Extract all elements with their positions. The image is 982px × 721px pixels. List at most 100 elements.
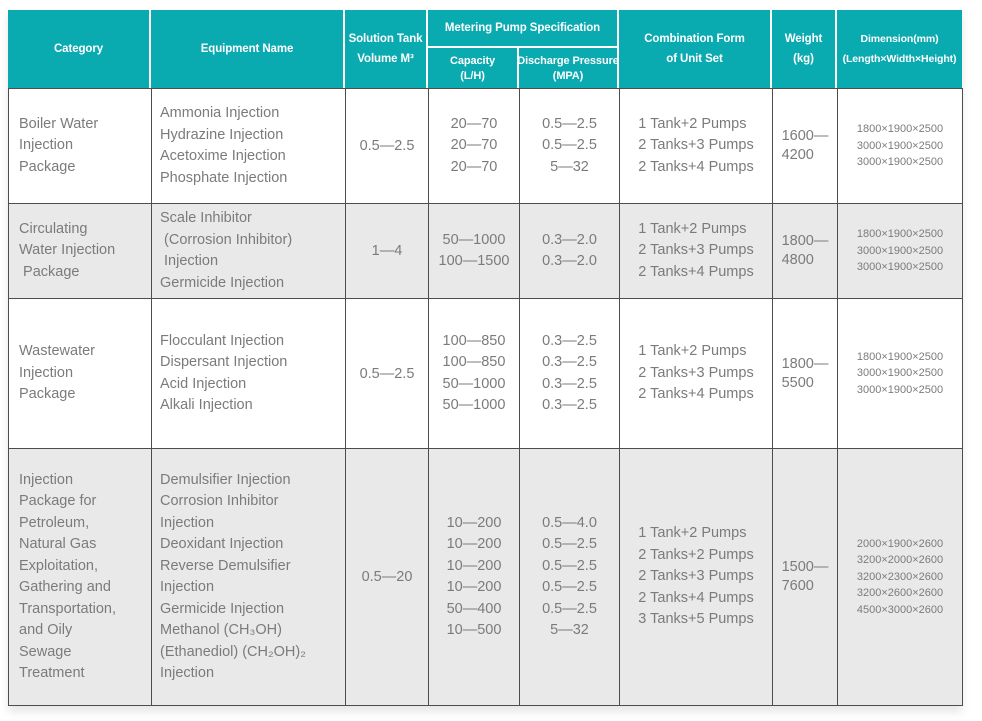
text-line: Weight: [784, 33, 823, 45]
text-lines: 10—200 10—200 10—200 10—200 50—400 10—500: [430, 513, 519, 642]
text-line: 10—200: [446, 557, 502, 574]
header-capacity: Capacity (L/H): [428, 48, 517, 88]
text-line: Demulsifier Injection: [160, 471, 291, 488]
text-line: 3000×1900×2500: [856, 156, 944, 169]
text-lines: 1500— 7600: [782, 558, 829, 596]
header-combination-form: Combination Form of Unit Set: [619, 10, 770, 88]
text-line: Dimension(mm): [860, 33, 939, 45]
text-line: 100—850: [442, 332, 506, 349]
text-line: 2 Tanks+4 Pumps: [638, 386, 754, 403]
header-metering-pump-specification: Metering Pump Specification: [428, 10, 617, 46]
text-line: 10—200: [446, 536, 502, 552]
text-line: Volume M³: [357, 53, 414, 65]
text-line: Package for: [19, 493, 97, 509]
tank-volume-cell: 0.5—2.5: [345, 88, 429, 204]
text-lines: Injection Package for Petroleum, Natural Ga…: [19, 470, 116, 685]
text-line: Ammonia Injection: [160, 105, 280, 121]
text-line: 1 Tank+2 Pumps: [638, 525, 747, 542]
text-lines: 20—70 20—70 20—70: [430, 114, 519, 179]
pressure-cell: 0.3—2.5 0.3—2.5 0.3—2.5 0.3—2.5: [519, 298, 620, 449]
text-line: 3200×2000×2600: [856, 554, 944, 567]
text-lines: Ammonia Injection Hydrazine Injection Acet…: [160, 103, 287, 189]
text-line: (Ethanediol) (CH₂OH)₂: [160, 643, 306, 660]
text-line: 100—850: [442, 354, 506, 370]
text-line: Scale Inhibitor: [160, 210, 252, 226]
text-line: Petroleum,: [19, 514, 90, 531]
text-line: Dispersant Injection: [160, 354, 288, 370]
text-line: 0.3—2.0: [542, 253, 597, 269]
text-line: Flocculant Injection: [160, 332, 285, 349]
equipment-cell: Demulsifier Injection Corrosion Inhibitor…: [151, 448, 346, 706]
text-line: 4500×3000×2600: [856, 603, 944, 616]
text-lines: Wastewater Injection Package: [19, 341, 95, 406]
text-line: 3200×2300×2600: [856, 570, 944, 583]
table-row-circulating-water: Circulating Water Injection Package Scale…: [8, 203, 963, 299]
text-line: Reverse Demulsifier: [160, 557, 291, 574]
text-line: Corrosion Inhibitor: [160, 493, 279, 509]
text-line: 2 Tanks+4 Pumps: [638, 589, 754, 606]
text-lines: 1800×1900×2500 3000×1900×2500 3000×1900×25…: [857, 121, 943, 171]
dimension-cell: 1800×1900×2500 3000×1900×2500 3000×1900×25…: [837, 298, 963, 449]
combination-cell: 1 Tank+2 Pumps 2 Tanks+3 Pumps 2 Tanks+4 P…: [619, 298, 773, 449]
text-line: and Oily: [19, 622, 73, 638]
text-line: 3 Tanks+5 Pumps: [638, 611, 754, 628]
text-lines: 1 Tank+2 Pumps 2 Tanks+3 Pumps 2 Tanks+4 P…: [638, 114, 753, 179]
spec-table: Category Equipment Name Solution Tank Vol…: [8, 10, 963, 706]
text-line: Injection: [160, 579, 215, 595]
text-line: 3000×1900×2500: [856, 367, 944, 380]
tank-volume-cell: 1—4: [345, 203, 429, 299]
text-lines: 1 Tank+2 Pumps 2 Tanks+2 Pumps 2 Tanks+3 P…: [638, 523, 753, 631]
text-lines: 1 Tank+2 Pumps 2 Tanks+3 Pumps 2 Tanks+4 P…: [638, 341, 753, 406]
text-line: Treatment: [19, 665, 85, 681]
capacity-cell: 20—70 20—70 20—70: [428, 88, 520, 204]
text-line: 50—1000: [442, 375, 506, 392]
text-line: 3000×1900×2500: [856, 139, 944, 152]
text-line: 2 Tanks+4 Pumps: [638, 158, 754, 175]
text-line: 3000×1900×2500: [856, 383, 944, 396]
text-line: 20—70: [450, 158, 498, 175]
text-line: Capacity: [449, 54, 496, 67]
text-line: Germicide Injection: [160, 600, 285, 617]
text-line: 50—1000: [442, 231, 506, 248]
header-equipment-name: Equipment Name: [151, 10, 343, 88]
text-line: Exploitation,: [19, 557, 98, 574]
header-solution-tank-volume: Solution Tank Volume M³: [345, 10, 426, 88]
text-line: (kg): [793, 53, 814, 65]
text-lines: 1800— 5500: [782, 355, 829, 393]
text-lines: Boiler Water Injection Package: [19, 114, 98, 179]
text-line: 1800—: [781, 233, 829, 249]
text-line: 2 Tanks+3 Pumps: [638, 568, 754, 585]
text-line: 1800×1900×2500: [856, 123, 944, 136]
text-line: Injection: [19, 137, 74, 154]
text-line: 10—500: [446, 622, 502, 638]
text-lines: 0.3—2.5 0.3—2.5 0.3—2.5 0.3—2.5: [521, 331, 619, 417]
table-header: Category Equipment Name Solution Tank Vol…: [8, 10, 962, 88]
text-line: 0.5—2.5: [542, 600, 597, 617]
text-line: 4200: [781, 147, 814, 163]
text-lines: Solution Tank Volume M³: [349, 26, 423, 72]
text-line: Acetoxime Injection: [160, 148, 286, 164]
combination-cell: 1 Tank+2 Pumps 2 Tanks+2 Pumps 2 Tanks+3 P…: [619, 448, 773, 706]
text-line: Combination Form: [644, 33, 745, 45]
table-row-petroleum: Injection Package for Petroleum, Natural Ga…: [8, 448, 963, 706]
text-line: 1 Tank+2 Pumps: [638, 115, 747, 132]
text-line: Water Injection: [19, 242, 116, 259]
text-line: Phosphate Injection: [160, 169, 288, 186]
text-line: Package: [19, 386, 76, 403]
text-lines: 0.5—2.5 0.5—2.5 5—32: [521, 114, 619, 179]
table-body: Boiler Water Injection Package Ammonia Inj…: [8, 88, 963, 706]
dimension-cell: 1800×1900×2500 3000×1900×2500 3000×1900×25…: [837, 203, 963, 299]
text-line: 0.3—2.5: [542, 332, 597, 349]
text-line: Germicide Injection: [160, 274, 285, 291]
text-line: 5—32: [550, 158, 589, 175]
text-line: (Length×Width×Height): [842, 53, 957, 65]
text-line: Hydrazine Injection: [160, 126, 284, 143]
header-discharge-pressure: Discharge Pressure (MPA): [517, 48, 619, 88]
text-line: 0.5—4.0: [542, 514, 597, 531]
text-line: 50—400: [446, 600, 502, 617]
text-line: Injection: [19, 471, 74, 488]
text-lines: Combination Form of Unit Set: [644, 26, 745, 72]
text-lines: 1800×1900×2500 3000×1900×2500 3000×1900×25…: [857, 226, 943, 276]
pressure-cell: 0.5—4.0 0.5—2.5 0.5—2.5 0.5—2.5 0.5—2.5 5—32: [519, 448, 620, 706]
text-lines: 1800— 4800: [782, 232, 829, 270]
